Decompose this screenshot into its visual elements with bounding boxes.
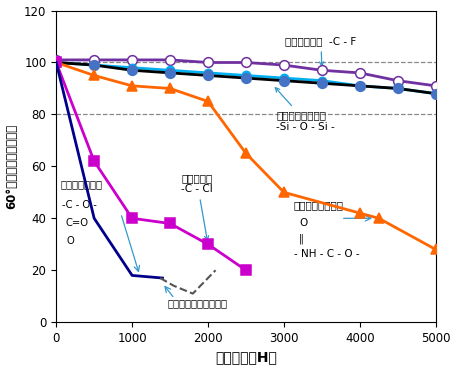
- Text: フタル酸樹脂系: フタル酸樹脂系: [60, 179, 102, 189]
- Text: ふっ素樹脂系  -C - F: ふっ素樹脂系 -C - F: [285, 36, 356, 66]
- Text: 合成樹脂調合ペイント: 合成樹脂調合ペイント: [167, 299, 227, 309]
- Text: 塩化ゴム系
-C - Cl: 塩化ゴム系 -C - Cl: [181, 173, 213, 240]
- Text: - NH - C - O -: - NH - C - O -: [293, 249, 359, 259]
- X-axis label: 試験時間（H）: 試験時間（H）: [215, 350, 276, 364]
- Text: O: O: [298, 218, 307, 228]
- Text: -C - O -: -C - O -: [61, 200, 96, 210]
- Text: C=O: C=O: [65, 218, 88, 228]
- Text: O: O: [67, 236, 75, 246]
- Text: シリコーン樹脂系
-Si - O - Si -: シリコーン樹脂系 -Si - O - Si -: [275, 88, 334, 132]
- Text: ‖: ‖: [298, 234, 303, 244]
- Y-axis label: 60°鏡面光沢度の保持率: 60°鏡面光沢度の保持率: [5, 124, 19, 209]
- Text: ポリウレタン樹脂: ポリウレタン樹脂: [293, 200, 343, 210]
